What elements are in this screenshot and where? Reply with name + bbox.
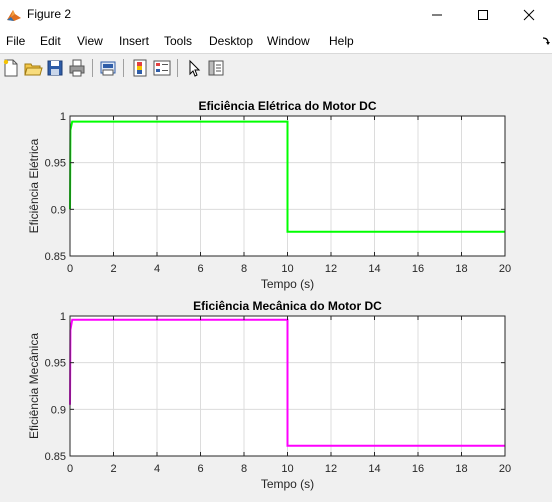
x-tick-label: 6 <box>197 463 203 475</box>
minimize-button[interactable] <box>414 0 460 30</box>
open-file-icon <box>24 63 43 76</box>
toolbar-separator <box>177 59 178 77</box>
menu-desktop[interactable]: Desktop <box>209 34 254 48</box>
y-tick-label: 0.85 <box>45 251 66 263</box>
x-tick-label: 10 <box>281 463 293 475</box>
maximize-icon <box>478 10 488 20</box>
insert-colorbar-icon <box>133 59 147 77</box>
y-tick-label: 0.9 <box>51 204 66 216</box>
x-tick-label: 2 <box>110 463 116 475</box>
y-tick-label: 0.95 <box>45 358 66 370</box>
matlab-figure-icon <box>7 10 21 21</box>
y-axis-label: Eficiência Mecânica <box>27 333 41 439</box>
axes-title: Eficiência Elétrica do Motor DC <box>198 99 376 113</box>
y-tick-label: 0.85 <box>45 451 66 463</box>
x-tick-label: 16 <box>412 463 424 475</box>
insert-legend-button[interactable] <box>152 58 172 78</box>
new-figure-button[interactable] <box>1 58 21 78</box>
x-tick-label: 16 <box>412 263 424 275</box>
y-ticks: 0.85 0.9 0.95 1 <box>45 111 505 263</box>
close-button[interactable] <box>506 0 552 30</box>
x-tick-label: 20 <box>499 463 511 475</box>
open-file-button[interactable] <box>23 58 43 78</box>
figure-canvas: 0 2 4 6 8 10 12 14 16 18 20 0.85 0.9 0.95 1 Eficiênci… <box>0 82 552 502</box>
x-tick-label: 6 <box>197 263 203 275</box>
x-tick-label: 2 <box>110 263 116 275</box>
x-ticks: 0 2 4 6 8 10 12 14 16 18 20 <box>67 116 511 275</box>
x-tick-label: 8 <box>241 463 247 475</box>
x-tick-label: 8 <box>241 263 247 275</box>
window-title: Figure 2 <box>27 7 72 21</box>
property-inspector-icon <box>208 60 224 76</box>
y-tick-label: 0.9 <box>51 404 66 416</box>
close-icon <box>523 9 535 21</box>
save-button[interactable] <box>45 58 65 78</box>
edit-plot-icon <box>189 59 201 77</box>
toolbar <box>0 53 552 83</box>
x-axis-label: Tempo (s) <box>261 277 314 291</box>
x-axis-label: Tempo (s) <box>261 477 314 491</box>
x-tick-label: 18 <box>455 263 467 275</box>
x-tick-label: 14 <box>368 463 380 475</box>
minimize-icon <box>432 14 442 16</box>
x-tick-label: 0 <box>67 463 73 475</box>
insert-legend-icon <box>153 60 171 76</box>
y-axis-label: Eficiência Elétrica <box>27 138 41 233</box>
toolbar-separator <box>123 59 124 77</box>
property-inspector-button[interactable] <box>206 58 226 78</box>
x-tick-label: 18 <box>455 463 467 475</box>
link-plot-icon <box>100 61 116 76</box>
print-icon <box>69 59 85 77</box>
axes-title: Eficiência Mecânica do Motor DC <box>193 299 382 313</box>
x-tick-label: 4 <box>154 263 160 275</box>
y-ticks: 0.85 0.9 0.95 1 <box>45 311 505 463</box>
new-figure-icon <box>3 59 18 77</box>
y-tick-label: 0.95 <box>45 158 66 170</box>
menu-file[interactable]: File <box>6 34 26 48</box>
x-tick-label: 14 <box>368 263 380 275</box>
x-tick-label: 0 <box>67 263 73 275</box>
toolbar-separator <box>92 59 93 77</box>
y-tick-label: 1 <box>60 311 66 323</box>
menu-bar: File Edit View Insert Tools Desktop Wind… <box>0 30 552 53</box>
menu-help[interactable]: Help <box>329 34 354 48</box>
insert-colorbar-button[interactable] <box>130 58 150 78</box>
axes-eficiencia-eletrica[interactable]: 0 2 4 6 8 10 12 14 16 18 20 0.85 0.9 0.95 1 Eficiênci… <box>0 82 552 292</box>
menu-tools[interactable]: Tools <box>164 34 193 48</box>
x-ticks: 0 2 4 6 8 10 12 14 16 18 20 <box>67 316 511 475</box>
print-button[interactable] <box>67 58 87 78</box>
menu-insert[interactable]: Insert <box>119 34 150 48</box>
menu-window[interactable]: Window <box>267 34 310 48</box>
link-plot-button[interactable] <box>98 58 118 78</box>
edit-plot-button[interactable] <box>184 58 204 78</box>
x-tick-label: 4 <box>154 463 160 475</box>
save-icon <box>47 60 63 76</box>
dock-arrow-icon[interactable] <box>541 36 551 46</box>
title-bar: Figure 2 <box>0 0 552 30</box>
y-tick-label: 1 <box>60 111 66 123</box>
menu-view[interactable]: View <box>77 34 103 48</box>
x-tick-label: 12 <box>325 463 337 475</box>
x-tick-label: 12 <box>325 263 337 275</box>
x-tick-label: 10 <box>281 263 293 275</box>
maximize-button[interactable] <box>460 0 506 30</box>
menu-edit[interactable]: Edit <box>40 34 61 48</box>
axes-eficiencia-mecanica[interactable]: 0 2 4 6 8 10 12 14 16 18 20 0.85 0.9 0.95 1 Eficiênci… <box>0 282 552 492</box>
x-tick-label: 20 <box>499 263 511 275</box>
